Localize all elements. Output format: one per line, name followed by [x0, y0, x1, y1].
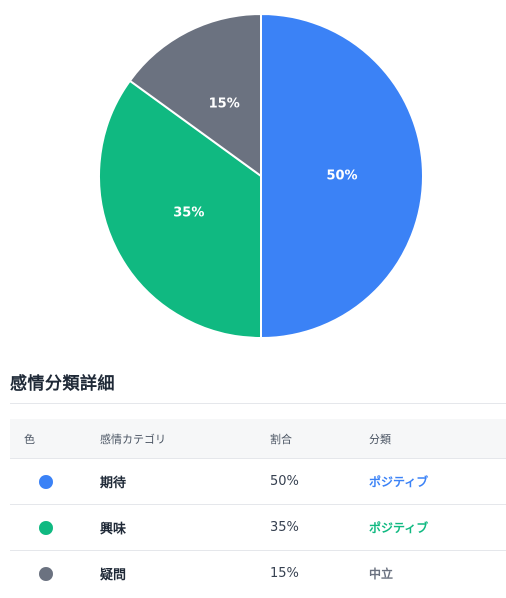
ratio-cell: 35%	[270, 504, 369, 551]
emotion-pie-chart: 50% 35% 15%	[98, 13, 424, 339]
classification-cell: ポジティブ	[369, 458, 506, 505]
slice-label-1: 50%	[326, 169, 357, 184]
category-name: 興味	[100, 522, 127, 537]
table-row: 興味 35% ポジティブ	[10, 504, 506, 551]
color-dot	[39, 474, 53, 489]
header-category: 感情カテゴリ	[100, 419, 270, 459]
table-row: 疑問 15% 中立	[10, 551, 506, 597]
category-name: 疑問	[100, 568, 127, 583]
pie-slice-labels: 50% 35% 15%	[173, 96, 357, 220]
slice-label-3: 15%	[209, 96, 240, 111]
title-divider	[10, 403, 506, 404]
color-dot	[39, 520, 53, 535]
category-name: 期待	[100, 476, 127, 491]
classification-cell: 中立	[369, 551, 506, 597]
table-row: 期待 50% ポジティブ	[10, 458, 506, 505]
header-color: 色	[10, 419, 100, 459]
color-dot	[39, 566, 53, 581]
ratio-cell: 15%	[270, 551, 369, 597]
classification-label: ポジティブ	[369, 521, 429, 535]
emotion-details-table: 色 感情カテゴリ 割合 分類 期待 50% ポジティブ 興	[10, 419, 506, 596]
pie-slice-3	[128, 13, 262, 177]
category-cell: 期待	[100, 458, 270, 505]
details-title: 感情分類詳細	[10, 374, 115, 394]
category-cell: 疑問	[100, 551, 270, 597]
pie-slices	[98, 13, 424, 339]
pie-slice-2	[98, 79, 262, 339]
table-header-row: 色 感情カテゴリ 割合 分類	[10, 419, 506, 459]
classification-cell: ポジティブ	[369, 504, 506, 551]
classification-label: 中立	[369, 567, 394, 581]
ratio-cell: 50%	[270, 458, 369, 505]
ratio-value: 50%	[270, 474, 299, 489]
ratio-value: 35%	[270, 520, 299, 535]
color-cell	[10, 551, 100, 597]
category-cell: 興味	[100, 504, 270, 551]
color-cell	[10, 504, 100, 551]
classification-label: ポジティブ	[369, 475, 429, 489]
color-cell	[10, 458, 100, 505]
ratio-value: 15%	[270, 566, 299, 581]
pie-slice-1	[260, 13, 424, 339]
slice-label-2: 35%	[173, 205, 204, 220]
header-classification: 分類	[369, 419, 506, 459]
pie-chart-svg: 50% 35% 15%	[98, 13, 424, 339]
header-ratio: 割合	[270, 419, 369, 459]
